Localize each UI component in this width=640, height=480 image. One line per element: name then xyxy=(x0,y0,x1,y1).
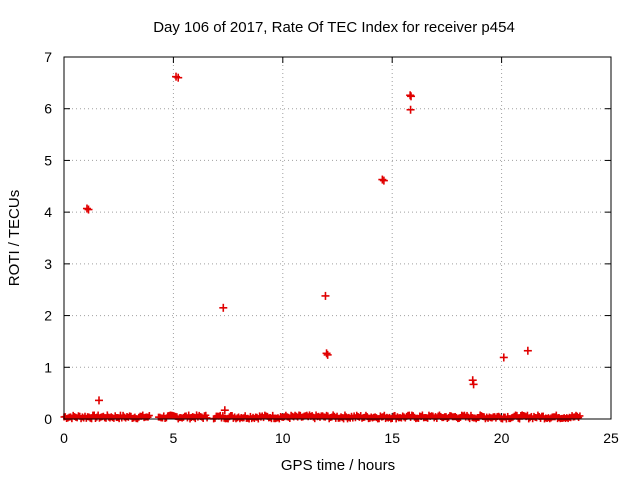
x-axis-label: GPS time / hours xyxy=(281,457,395,474)
data-point xyxy=(82,204,91,213)
data-point xyxy=(523,346,532,355)
data-point xyxy=(406,91,415,100)
chart-title: Day 106 of 2017, Rate Of TEC Index for r… xyxy=(153,19,515,36)
data-point xyxy=(407,92,416,101)
y-tick-label: 6 xyxy=(44,101,52,117)
data-point xyxy=(323,350,332,359)
baseline-point xyxy=(203,414,211,422)
x-tick-label: 25 xyxy=(603,430,619,446)
data-point xyxy=(174,73,183,82)
data-point xyxy=(321,291,330,300)
baseline-point xyxy=(145,412,153,420)
data-point xyxy=(378,175,387,184)
data-point xyxy=(406,105,415,114)
y-tick-label: 4 xyxy=(44,204,52,220)
data-point xyxy=(322,349,331,358)
plot-frame xyxy=(63,56,612,420)
x-tick-label: 5 xyxy=(170,430,178,446)
data-point xyxy=(219,303,228,312)
data-point xyxy=(468,376,477,385)
y-tick-label: 1 xyxy=(44,359,52,375)
y-tick-label: 5 xyxy=(44,152,52,168)
y-tick-label: 7 xyxy=(44,49,52,65)
y-tick-label: 2 xyxy=(44,308,52,324)
data-point xyxy=(95,396,104,405)
y-axis-label: ROTI / TECUs xyxy=(6,190,23,286)
data-point xyxy=(220,406,229,415)
baseline-point xyxy=(576,412,584,420)
x-tick-label: 20 xyxy=(494,430,510,446)
data-point xyxy=(469,380,478,389)
x-tick-label: 15 xyxy=(384,430,400,446)
data-point xyxy=(84,205,93,214)
y-tick-label: 3 xyxy=(44,256,52,272)
y-tick-label: 0 xyxy=(44,411,52,427)
data-point xyxy=(379,176,388,185)
x-tick-label: 0 xyxy=(60,430,68,446)
x-tick-label: 10 xyxy=(275,430,291,446)
data-point xyxy=(499,353,508,362)
